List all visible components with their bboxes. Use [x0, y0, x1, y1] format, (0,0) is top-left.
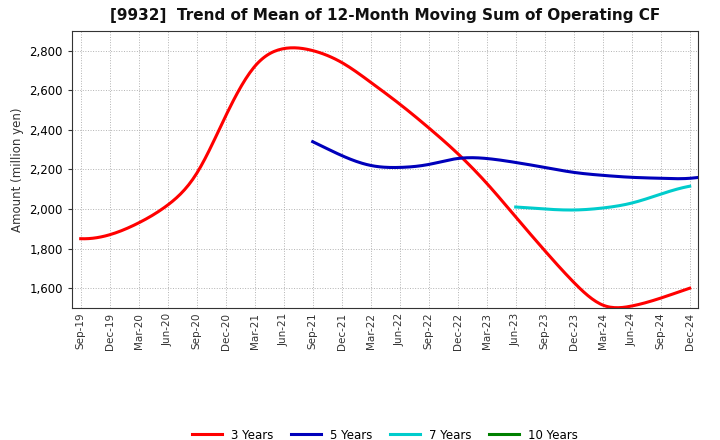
- Legend: 3 Years, 5 Years, 7 Years, 10 Years: 3 Years, 5 Years, 7 Years, 10 Years: [187, 424, 583, 440]
- Y-axis label: Amount (million yen): Amount (million yen): [11, 107, 24, 231]
- Title: [9932]  Trend of Mean of 12-Month Moving Sum of Operating CF: [9932] Trend of Mean of 12-Month Moving …: [110, 7, 660, 23]
